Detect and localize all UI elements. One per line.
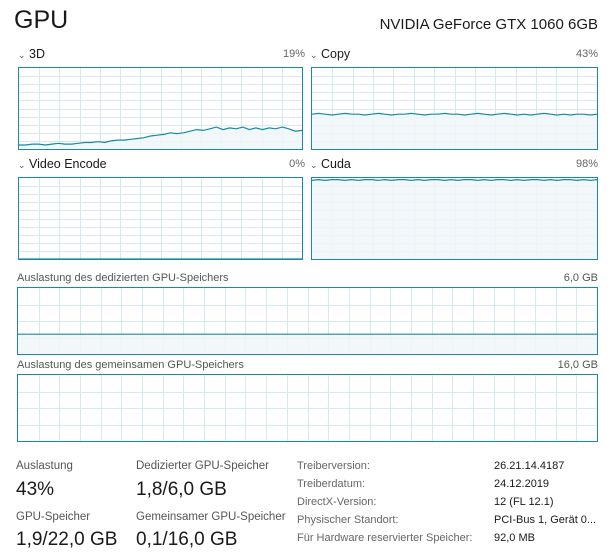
utilization-value: 43% [16, 479, 55, 500]
engine-label: Copy [321, 47, 351, 61]
usage-area [312, 179, 597, 259]
engine-selector-3d[interactable]: ⌄ 3D [18, 47, 45, 61]
driver-version-value: 26.21.14.4187 [494, 460, 565, 472]
utilization-label: Auslastung [16, 460, 73, 472]
shared-memory-stat-value: 0,1/16,0 GB [136, 529, 238, 550]
shared-memory-graph [17, 374, 598, 442]
chevron-down-icon: ⌄ [310, 160, 318, 170]
engine-selector-copy[interactable]: ⌄ Copy [310, 47, 350, 61]
usage-area [312, 113, 597, 149]
engine-label: Video Encode [29, 157, 107, 171]
driver-date-label: Treiberdatum: [297, 478, 366, 490]
reserved-memory-label: Für Hardware reservierter Speicher: [297, 532, 473, 544]
shared-memory-max: 16,0 GB [557, 359, 598, 371]
directx-version-label: DirectX-Version: [297, 496, 377, 508]
shared-memory-stat-label: Gemeinsamer GPU-Speicher [136, 511, 286, 523]
dedicated-memory-graph [17, 287, 598, 355]
reserved-memory-value: 92,0 MB [494, 532, 535, 544]
shared-memory-label: Auslastung des gemeinsamen GPU-Speichers [17, 359, 244, 371]
engine-label: 3D [29, 47, 45, 61]
driver-version-label: Treiberversion: [297, 460, 370, 472]
engine-selector-cuda[interactable]: ⌄ Cuda [310, 157, 351, 171]
chevron-down-icon: ⌄ [18, 50, 26, 60]
gpu-memory-label: GPU-Speicher [16, 511, 91, 523]
engine-percent: 43% [575, 48, 598, 60]
dedicated-memory-stat-value: 1,8/6,0 GB [136, 479, 227, 500]
dedicated-memory-max: 6,0 GB [563, 272, 598, 284]
memory-area [18, 334, 597, 354]
usage-area [19, 127, 302, 149]
physical-location-value: PCI-Bus 1, Gerät 0... [494, 514, 597, 526]
engine-graph-copy [311, 67, 598, 150]
chevron-down-icon: ⌄ [310, 50, 318, 60]
dedicated-memory-stat-label: Dedizierter GPU-Speicher [136, 460, 269, 472]
engine-label: Cuda [321, 157, 351, 171]
engine-percent: 0% [289, 158, 305, 170]
directx-version-value: 12 (FL 12.1) [494, 496, 554, 508]
engine-graph-video-encode [18, 177, 303, 260]
engine-graph-3d [18, 67, 303, 150]
driver-date-value: 24.12.2019 [494, 478, 550, 490]
engine-percent: 19% [282, 48, 305, 60]
engine-selector-video-encode[interactable]: ⌄ Video Encode [18, 157, 107, 171]
device-name: NVIDIA GeForce GTX 1060 6GB [379, 16, 598, 33]
gpu-memory-value: 1,9/22,0 GB [16, 529, 118, 550]
usage-line [312, 178, 597, 182]
dedicated-memory-label: Auslastung des dedizierten GPU-Speichers [17, 272, 229, 284]
physical-location-label: Physischer Standort: [297, 514, 399, 526]
usage-line [312, 112, 597, 116]
engine-graph-cuda [311, 177, 598, 260]
chevron-down-icon: ⌄ [18, 160, 26, 170]
page-title: GPU [14, 6, 69, 34]
usage-line [19, 126, 302, 146]
engine-percent: 98% [575, 158, 598, 170]
